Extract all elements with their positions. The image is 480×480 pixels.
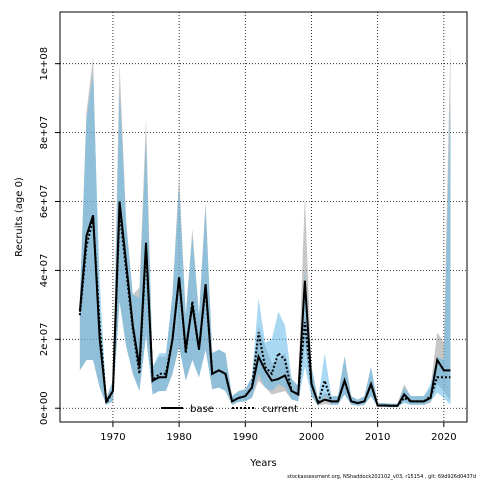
x-tick-label: 1990 bbox=[233, 432, 258, 443]
y-tick-label: 4e+07 bbox=[39, 254, 50, 288]
y-tick-label: 8e+07 bbox=[39, 116, 50, 150]
band-current bbox=[79, 74, 451, 408]
x-tick-label: 2000 bbox=[299, 432, 324, 443]
y-axis: 0e+00 2e+07 4e+07 6e+07 8e+07 1e+08 bbox=[39, 47, 60, 425]
y-tick-label: 0e+00 bbox=[39, 391, 50, 425]
x-axis-title: Years bbox=[249, 458, 276, 469]
plot-frame bbox=[59, 11, 468, 423]
line-current bbox=[78, 211, 451, 407]
line-base bbox=[78, 201, 451, 407]
legend: base current bbox=[161, 404, 298, 415]
x-axis: 1970 1980 1990 2000 2010 2020 bbox=[100, 422, 457, 443]
series-lines bbox=[78, 201, 451, 407]
y-tick-label: 6e+07 bbox=[39, 185, 50, 219]
x-tick-label: 2010 bbox=[365, 432, 390, 443]
legend-label-current: current bbox=[262, 404, 298, 415]
y-axis-title: Recruits (age 0) bbox=[14, 177, 25, 257]
x-tick-label: 2020 bbox=[431, 432, 456, 443]
confidence-bands bbox=[79, 43, 451, 408]
y-tick-label: 1e+08 bbox=[39, 47, 50, 81]
grid-lines bbox=[60, 12, 467, 422]
y-tick-label: 2e+07 bbox=[39, 322, 50, 356]
x-tick-label: 1970 bbox=[100, 432, 125, 443]
x-tick-label: 1980 bbox=[166, 432, 191, 443]
footer-credit: stockassessment.org, NShaddock202102_v03… bbox=[287, 474, 476, 480]
legend-label-base: base bbox=[190, 404, 214, 415]
